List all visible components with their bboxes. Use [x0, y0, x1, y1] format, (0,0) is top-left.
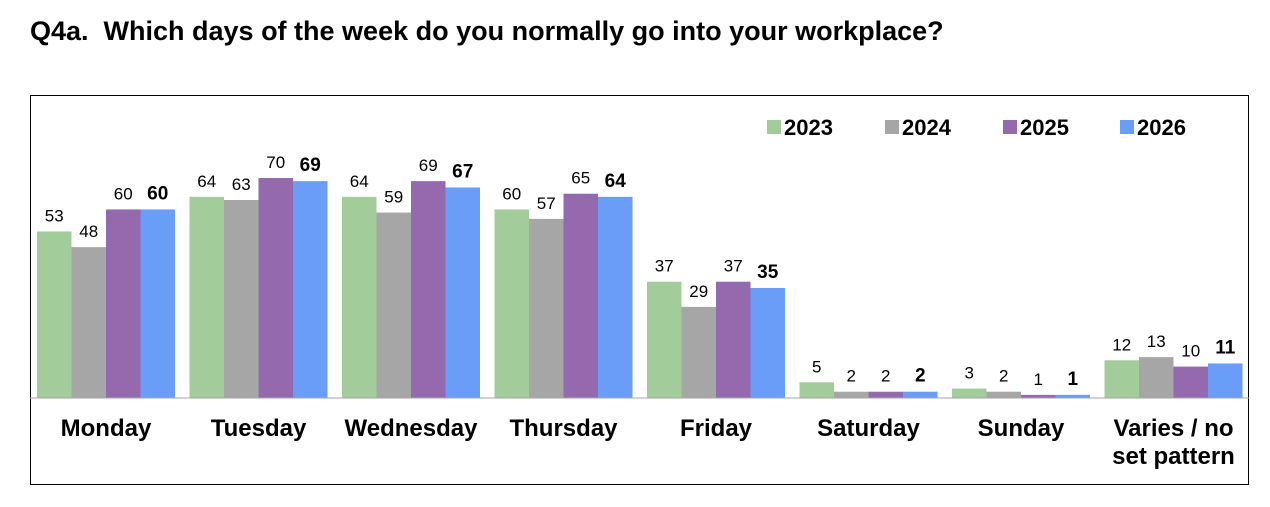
x-axis: Monday Tuesday Wednesday Thursday Friday Satu… [30, 397, 1249, 470]
category-label-3: Thursday [509, 415, 618, 442]
legend-swatch-2025 [1003, 120, 1017, 134]
bar-2025-2 [411, 181, 446, 398]
legend-label-2025: 2025 [1020, 115, 1069, 140]
bar-2025-4 [716, 281, 751, 398]
bar-2026-0 [140, 209, 175, 398]
value-label-2026-2: 67 [452, 161, 473, 182]
bar-2023-4 [647, 281, 682, 398]
bar-2024-6 [986, 391, 1021, 398]
value-label-2025-6: 1 [1034, 370, 1043, 389]
bar-2024-7 [1139, 357, 1174, 398]
bar-2026-5 [903, 391, 938, 398]
bar-2023-7 [1104, 360, 1139, 398]
value-label-2023-7: 12 [1112, 335, 1131, 354]
legend-label-2024: 2024 [902, 115, 952, 140]
bar-2025-6 [1021, 394, 1056, 398]
bar-2024-3 [529, 218, 564, 398]
value-label-2023-0: 53 [45, 206, 64, 225]
value-label-2024-0: 48 [79, 222, 98, 241]
legend-swatch-2026 [1120, 120, 1134, 134]
value-label-2026-5: 2 [915, 366, 926, 387]
bar-2026-4 [750, 288, 785, 398]
bar-2025-7 [1173, 366, 1208, 398]
bar-2024-1 [224, 200, 259, 398]
value-label-2024-5: 2 [847, 367, 856, 386]
bar-2024-4 [681, 306, 716, 398]
value-label-2026-4: 35 [757, 262, 779, 283]
value-label-2024-1: 63 [232, 175, 251, 194]
bar-2025-1 [258, 178, 293, 398]
value-label-2023-5: 5 [812, 357, 821, 376]
category-label-0: Monday [61, 415, 152, 442]
bar-2024-0 [71, 247, 106, 398]
chart-title: Q4a. Which days of the week do you norma… [30, 16, 944, 46]
value-label-2023-6: 3 [965, 364, 974, 383]
category-label-1: Tuesday [211, 415, 307, 442]
value-label-2025-3: 65 [571, 169, 590, 188]
bar-2023-6 [952, 388, 987, 398]
bar-2026-3 [598, 196, 633, 398]
value-label-2023-3: 60 [502, 184, 521, 203]
value-label-2025-1: 70 [266, 153, 285, 172]
bar-2023-5 [799, 382, 834, 398]
legend-label-2026: 2026 [1137, 115, 1186, 140]
value-label-2025-0: 60 [114, 184, 133, 203]
bar-2024-5 [834, 391, 869, 398]
value-label-2025-5: 2 [881, 367, 890, 386]
bar-2023-3 [494, 209, 529, 398]
value-label-2026-6: 1 [1067, 369, 1078, 390]
bar-2024-2 [376, 212, 411, 398]
value-label-2026-3: 64 [605, 171, 627, 192]
value-label-2024-2: 59 [384, 188, 403, 207]
chart-frame [30, 95, 1249, 485]
value-label-2024-4: 29 [689, 282, 708, 301]
value-label-2023-2: 64 [350, 172, 369, 191]
value-label-2024-3: 57 [537, 194, 556, 213]
value-label-2026-0: 60 [147, 183, 168, 204]
bar-2026-6 [1055, 394, 1090, 398]
value-label-2025-7: 10 [1181, 342, 1200, 361]
value-label-2023-1: 64 [197, 172, 216, 191]
bar-2026-7 [1208, 363, 1243, 398]
legend-swatch-2023 [767, 120, 781, 134]
value-label-2024-7: 13 [1147, 332, 1166, 351]
bar-2025-0 [106, 209, 141, 398]
category-label-4: Friday [680, 415, 753, 442]
category-label-2: Wednesday [345, 415, 479, 442]
category-label-5: Saturday [817, 415, 920, 442]
bar-2025-3 [563, 193, 598, 398]
category-label-7: Varies / no set pattern [1112, 415, 1235, 470]
bar-2025-5 [868, 391, 903, 398]
value-label-2023-4: 37 [655, 257, 674, 276]
legend: 2023 2024 2025 2026 [767, 115, 1186, 140]
bar-2023-0 [37, 231, 72, 398]
bars-layer [37, 178, 1243, 398]
legend-swatch-2024 [885, 120, 899, 134]
value-label-2025-2: 69 [419, 156, 438, 175]
legend-label-2023: 2023 [784, 115, 833, 140]
value-label-2025-4: 37 [724, 257, 743, 276]
bar-2023-2 [342, 196, 377, 398]
value-label-2026-7: 11 [1215, 337, 1236, 358]
category-label-6: Sunday [978, 415, 1065, 442]
value-label-2026-1: 69 [300, 155, 321, 176]
value-label-2024-6: 2 [999, 367, 1008, 386]
bar-2026-1 [293, 181, 328, 398]
bar-2026-2 [445, 187, 480, 398]
bar-2023-1 [189, 196, 224, 398]
